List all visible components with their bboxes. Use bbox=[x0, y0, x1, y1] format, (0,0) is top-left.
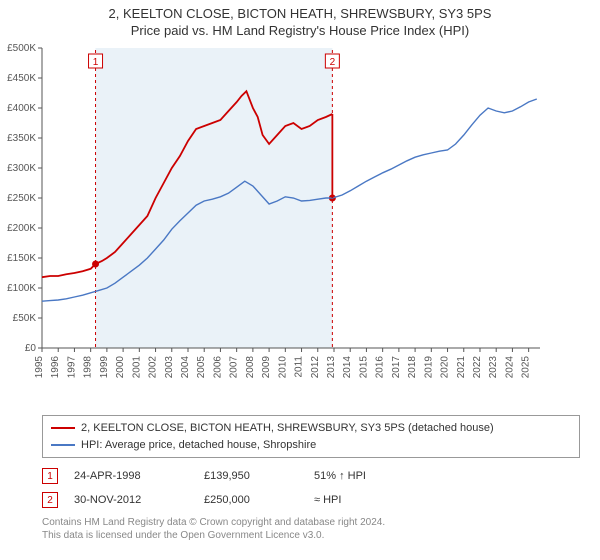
svg-text:2001: 2001 bbox=[131, 356, 142, 379]
svg-text:£0: £0 bbox=[25, 343, 37, 354]
svg-text:1997: 1997 bbox=[66, 356, 77, 379]
svg-text:2003: 2003 bbox=[164, 356, 175, 379]
title-line-1: 2, KEELTON CLOSE, BICTON HEATH, SHREWSBU… bbox=[0, 6, 600, 21]
svg-text:2018: 2018 bbox=[407, 356, 418, 379]
legend-label: 2, KEELTON CLOSE, BICTON HEATH, SHREWSBU… bbox=[81, 420, 494, 437]
svg-text:2025: 2025 bbox=[521, 356, 532, 379]
svg-text:2: 2 bbox=[330, 57, 336, 68]
svg-text:1996: 1996 bbox=[50, 356, 61, 379]
svg-text:2021: 2021 bbox=[456, 356, 467, 379]
svg-text:£200K: £200K bbox=[7, 223, 36, 234]
svg-text:£500K: £500K bbox=[7, 43, 36, 54]
svg-text:1998: 1998 bbox=[83, 356, 94, 379]
svg-text:£150K: £150K bbox=[7, 253, 36, 264]
svg-text:2022: 2022 bbox=[472, 356, 483, 379]
chart-title-block: 2, KEELTON CLOSE, BICTON HEATH, SHREWSBU… bbox=[0, 0, 600, 38]
svg-text:£250K: £250K bbox=[7, 193, 36, 204]
sale-badge-2: 2 bbox=[42, 492, 58, 508]
svg-text:2013: 2013 bbox=[326, 356, 337, 379]
sale-badge-1: 1 bbox=[42, 468, 58, 484]
svg-text:2023: 2023 bbox=[488, 356, 499, 379]
svg-text:£400K: £400K bbox=[7, 103, 36, 114]
svg-text:2008: 2008 bbox=[245, 356, 256, 379]
sale-row: 2 30-NOV-2012 £250,000 ≈ HPI bbox=[42, 488, 580, 512]
svg-text:2015: 2015 bbox=[358, 356, 369, 379]
sale-relation: 51% ↑ HPI bbox=[314, 470, 366, 482]
sale-row: 1 24-APR-1998 £139,950 51% ↑ HPI bbox=[42, 464, 580, 488]
svg-text:2005: 2005 bbox=[196, 356, 207, 379]
svg-text:1995: 1995 bbox=[34, 356, 45, 379]
legend-swatch-series2 bbox=[51, 444, 75, 446]
svg-text:2024: 2024 bbox=[504, 356, 515, 379]
sale-price: £250,000 bbox=[204, 494, 314, 506]
footnote-line-1: Contains HM Land Registry data © Crown c… bbox=[42, 516, 580, 529]
svg-text:2004: 2004 bbox=[180, 356, 191, 379]
chart-container: £0 £50K £100K £150K £200K £250K £300K £350K £400… bbox=[0, 42, 586, 405]
price-chart: £0 £50K £100K £150K £200K £250K £300K £350K £400… bbox=[0, 42, 582, 402]
svg-text:£450K: £450K bbox=[7, 73, 36, 84]
svg-text:2007: 2007 bbox=[229, 356, 240, 379]
svg-text:2019: 2019 bbox=[423, 356, 434, 379]
legend: 2, KEELTON CLOSE, BICTON HEATH, SHREWSBU… bbox=[42, 415, 580, 458]
svg-text:2002: 2002 bbox=[148, 356, 159, 379]
svg-text:2011: 2011 bbox=[294, 356, 305, 378]
sale-price: £139,950 bbox=[204, 470, 314, 482]
svg-text:2017: 2017 bbox=[391, 356, 402, 379]
svg-text:2010: 2010 bbox=[277, 356, 288, 379]
sale-date: 24-APR-1998 bbox=[74, 470, 204, 482]
svg-text:1999: 1999 bbox=[99, 356, 110, 379]
sale-relation: ≈ HPI bbox=[314, 494, 341, 506]
svg-text:£50K: £50K bbox=[13, 313, 37, 324]
legend-row: HPI: Average price, detached house, Shro… bbox=[51, 437, 571, 454]
footnote-line-2: This data is licensed under the Open Gov… bbox=[42, 529, 580, 542]
legend-label: HPI: Average price, detached house, Shro… bbox=[81, 437, 316, 454]
svg-text:2020: 2020 bbox=[440, 356, 451, 379]
svg-text:£300K: £300K bbox=[7, 163, 36, 174]
sale-events: 1 24-APR-1998 £139,950 51% ↑ HPI 2 30-NO… bbox=[42, 464, 580, 512]
svg-text:1: 1 bbox=[93, 57, 99, 68]
legend-row: 2, KEELTON CLOSE, BICTON HEATH, SHREWSBU… bbox=[51, 420, 571, 437]
title-line-2: Price paid vs. HM Land Registry's House … bbox=[0, 23, 600, 38]
svg-text:£100K: £100K bbox=[7, 283, 36, 294]
footnote: Contains HM Land Registry data © Crown c… bbox=[42, 516, 580, 542]
svg-text:2014: 2014 bbox=[342, 356, 353, 379]
svg-text:2000: 2000 bbox=[115, 356, 126, 379]
svg-text:2009: 2009 bbox=[261, 356, 272, 379]
sale-date: 30-NOV-2012 bbox=[74, 494, 204, 506]
svg-text:2016: 2016 bbox=[375, 356, 386, 379]
legend-swatch-series1 bbox=[51, 427, 75, 429]
svg-text:£350K: £350K bbox=[7, 133, 36, 144]
svg-text:2012: 2012 bbox=[310, 356, 321, 379]
svg-text:2006: 2006 bbox=[212, 356, 223, 379]
